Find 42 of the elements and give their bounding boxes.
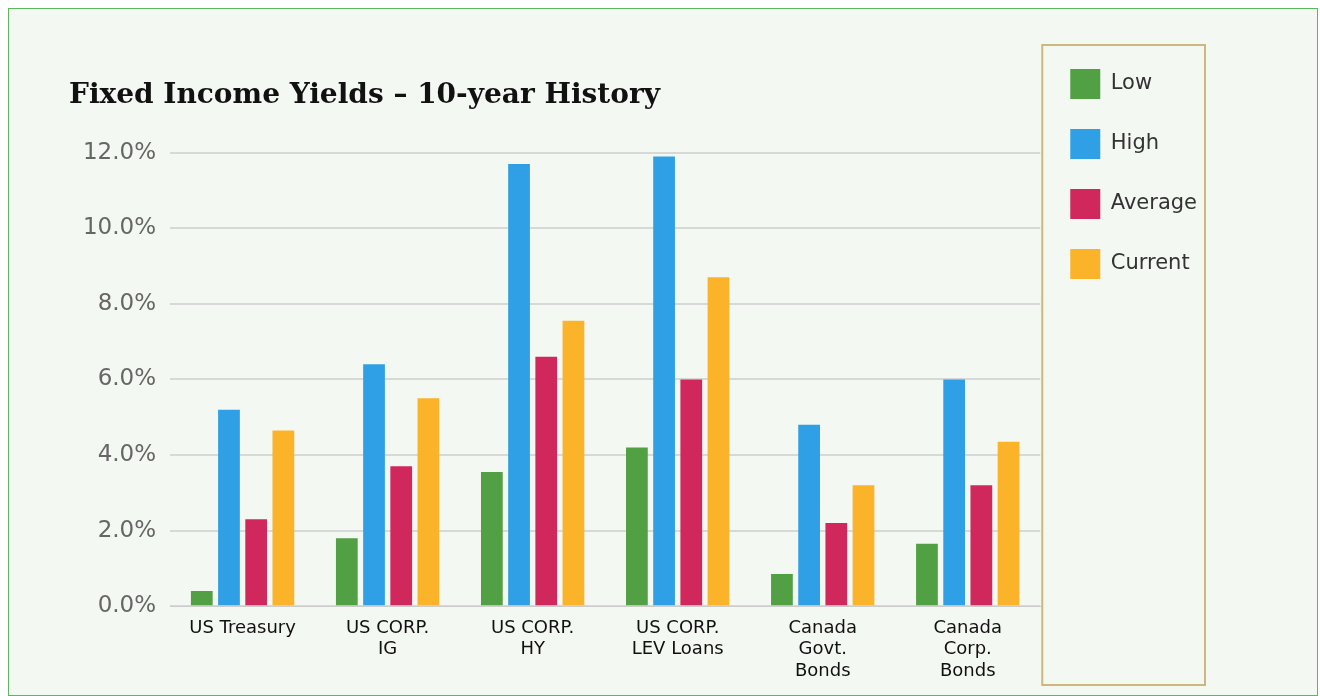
bar [798,424,820,606]
bar [916,543,938,606]
bar [943,379,966,606]
y-tick-label: 8.0% [97,288,157,315]
x-tick-label: US CORP. IG [345,615,430,659]
legend-label: Low [1110,70,1153,95]
bar [190,591,213,606]
bar [508,163,530,606]
x-tick-label: Canada Govt. Bonds [788,615,857,680]
bar [970,485,993,606]
bar [653,156,675,606]
chart-title: Fixed Income Yields – 10-year History [69,77,661,111]
x-tick-label: US CORP. LEV Loans [631,615,724,659]
bar [390,466,413,606]
bar [480,472,503,606]
y-tick-label: 10.0% [82,213,157,240]
bar [218,409,240,606]
legend-label: Current [1110,250,1190,275]
bar [245,519,268,606]
x-tick-label: Canada Corp. Bonds [933,615,1002,680]
x-tick-label: US Treasury [189,615,297,637]
bar [335,538,358,606]
bar [535,356,558,606]
legend-label: High [1110,130,1160,155]
bar [562,320,585,606]
y-tick-label: 2.0% [97,515,157,542]
bar [417,398,440,606]
x-tick-label: US CORP. HY [490,615,575,659]
legend-label: Average [1110,190,1198,215]
bar [626,447,648,606]
bar [825,523,848,606]
bar [272,430,295,606]
bar [680,379,703,606]
bar [771,574,793,606]
bar [852,485,875,606]
y-tick-label: 6.0% [97,364,157,391]
bar [707,277,730,606]
y-tick-label: 12.0% [82,137,157,164]
bar [363,364,385,606]
y-tick-label: 4.0% [97,439,157,466]
bar [997,441,1020,606]
y-tick-label: 0.0% [97,591,157,618]
